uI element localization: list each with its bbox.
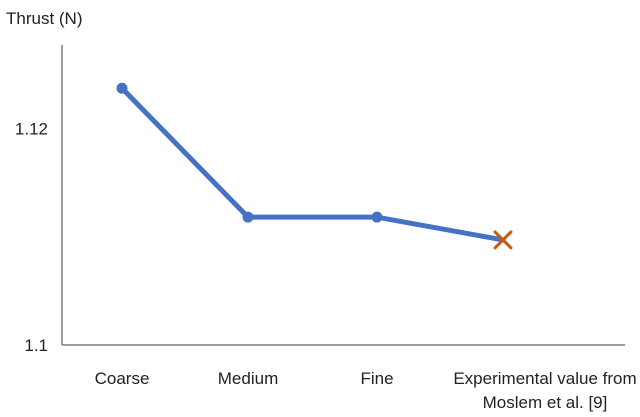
x-tick-label: Medium	[218, 369, 278, 388]
x-tick-label: Fine	[360, 369, 393, 388]
x-tick-label-line: Fine	[360, 369, 393, 388]
x-tick-label-line: Coarse	[95, 369, 150, 388]
y-tick-labels: 1.1 1.12	[15, 119, 48, 355]
x-tick-labels: Coarse Medium Fine Experimental value from M…	[95, 369, 637, 412]
y-tick-label: 1.12	[15, 119, 48, 138]
data-point-marker	[371, 211, 383, 223]
x-tick-label-line: Moslem et al. [9]	[483, 393, 608, 412]
data-point-marker	[242, 211, 254, 223]
data-markers	[116, 82, 513, 250]
data-point-marker	[116, 82, 128, 94]
x-tick-label-line: Medium	[218, 369, 278, 388]
series-line	[119, 85, 506, 243]
series-lines	[119, 85, 506, 243]
x-tick-label: Experimental value from Moslem et al. [9]	[453, 369, 636, 412]
y-tick-label: 1.1	[24, 336, 48, 355]
x-tick-label: Coarse	[95, 369, 150, 388]
y-axis-title: Thrust (N)	[6, 9, 83, 28]
x-tick-label-line: Experimental value from	[453, 369, 636, 388]
data-point-cross-marker	[493, 230, 513, 250]
